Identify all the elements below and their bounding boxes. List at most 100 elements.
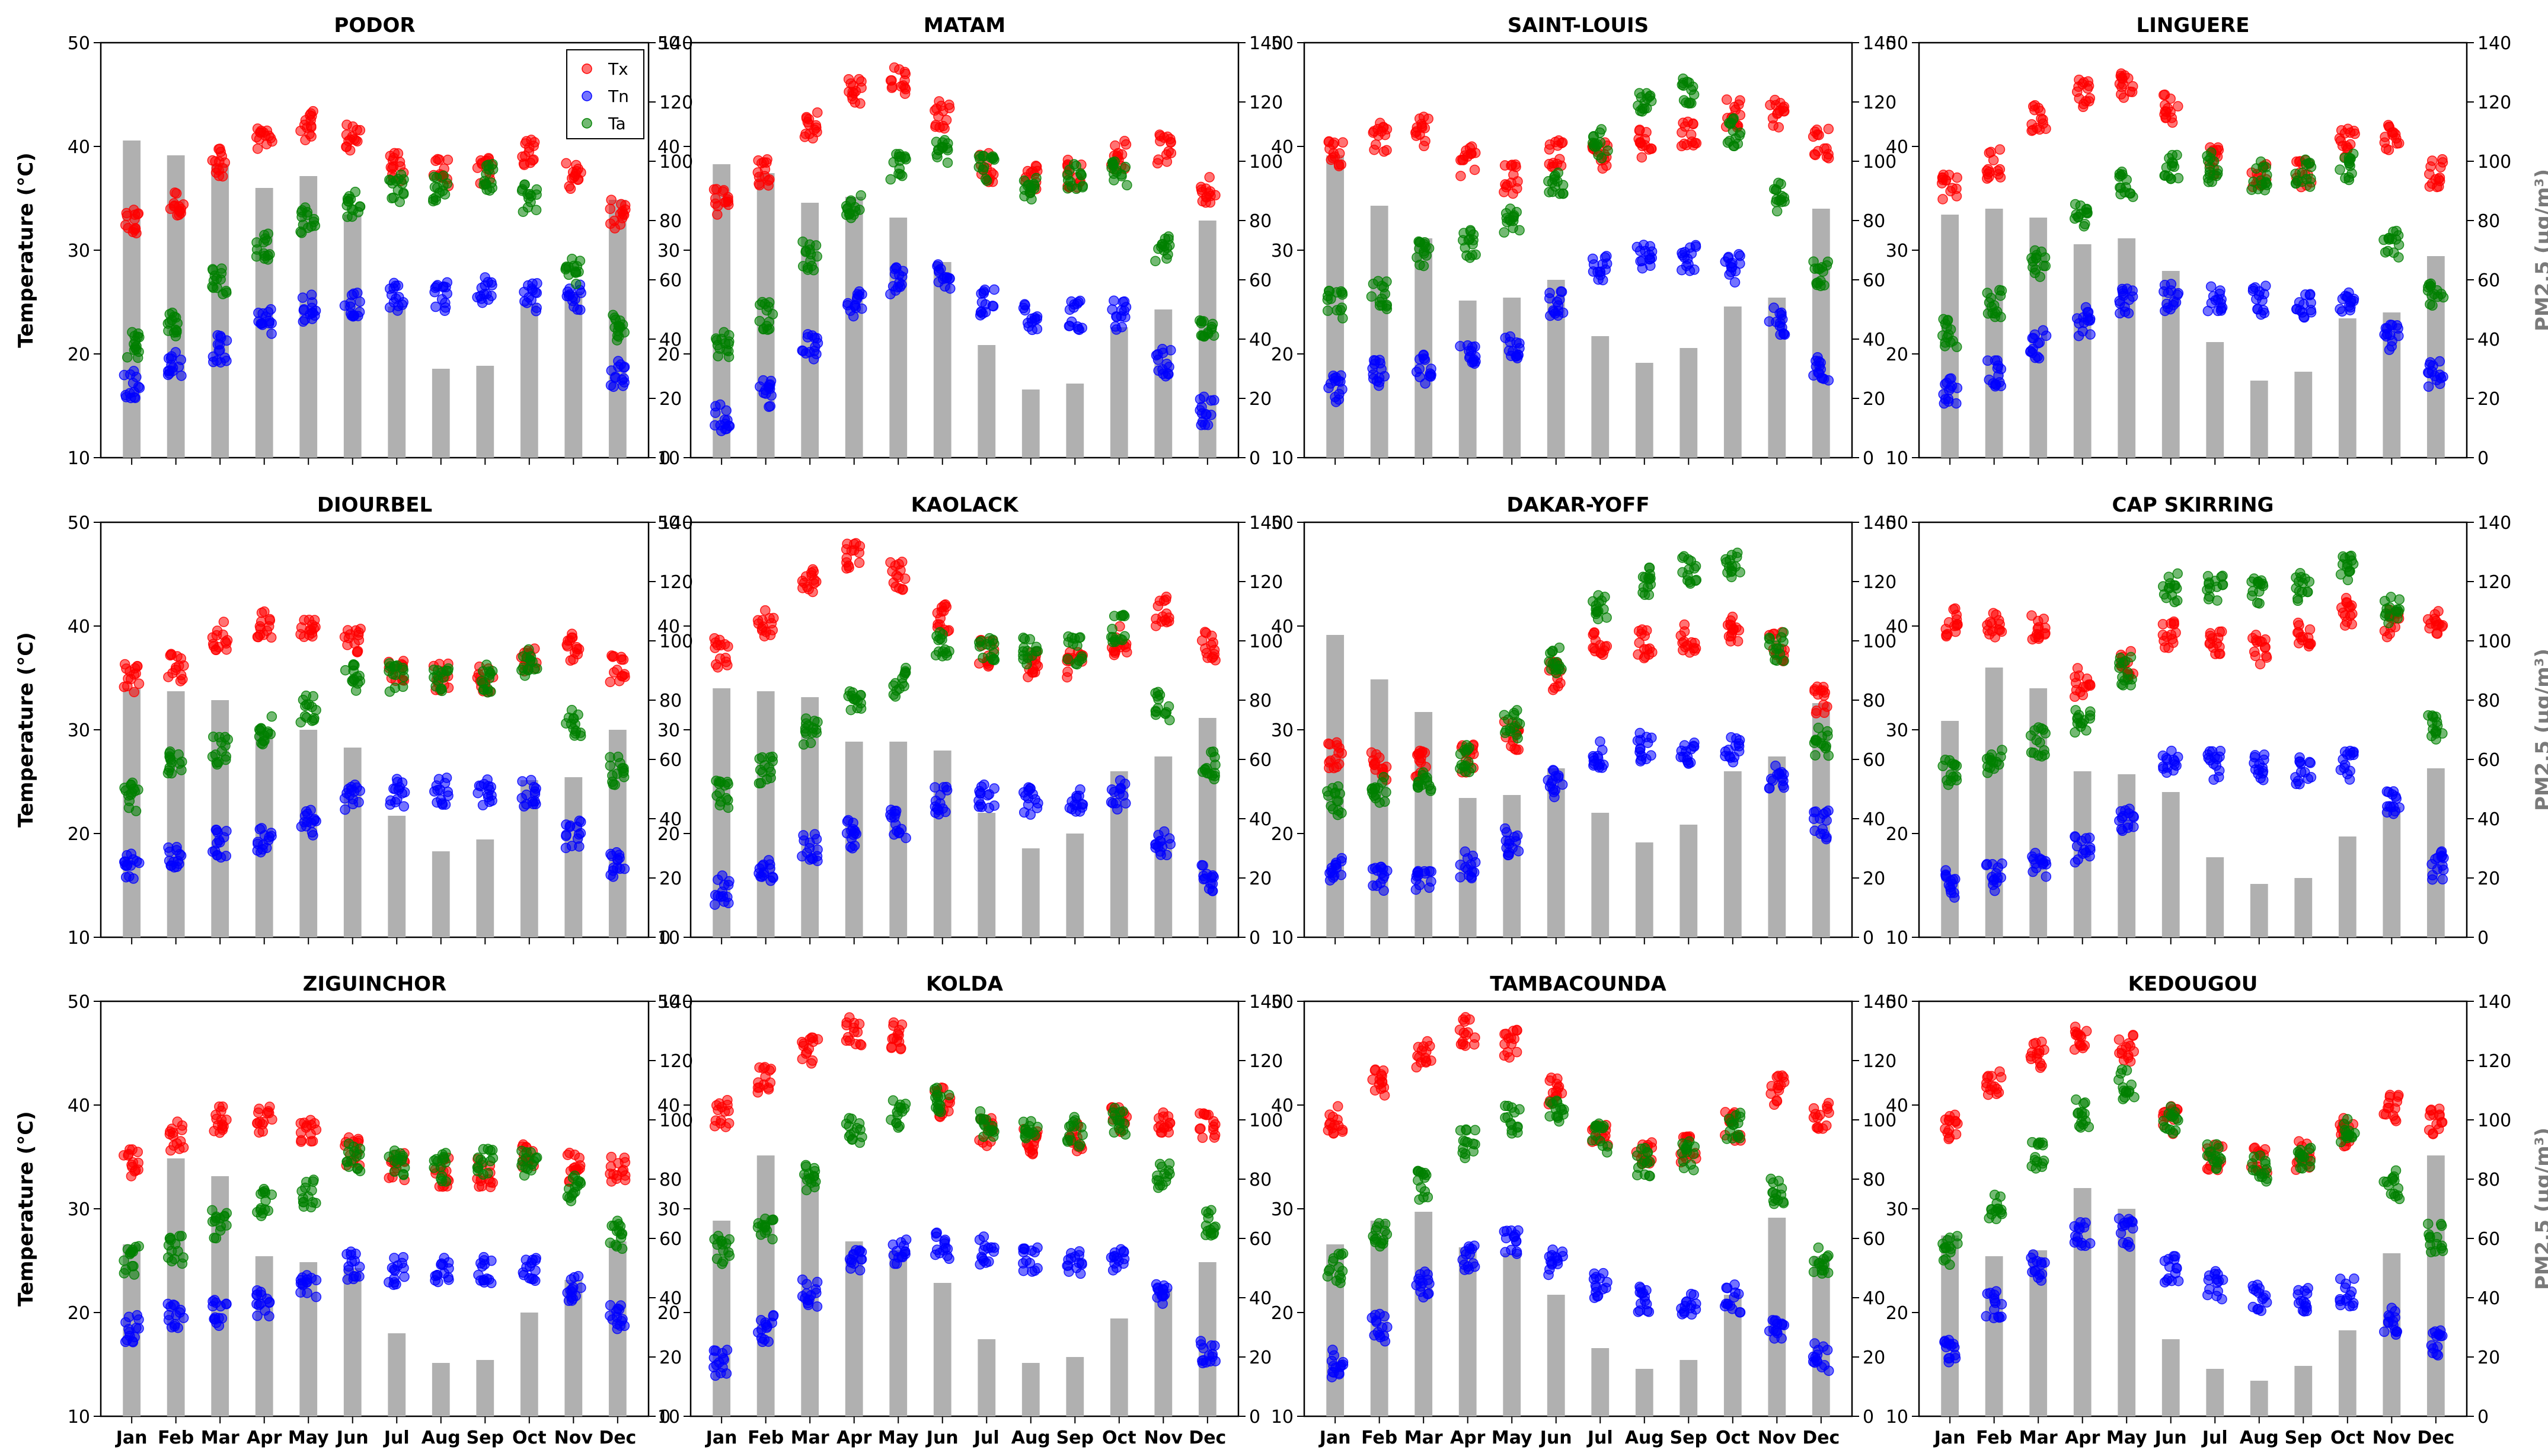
scatter-point-tx <box>341 119 352 130</box>
scatter-point-tn <box>530 1254 541 1266</box>
scatter-point-tx <box>571 644 582 654</box>
pm25-bar <box>1985 209 2003 458</box>
scatter-point-tn <box>1808 813 1819 824</box>
scatter-point-tx <box>254 1103 264 1115</box>
scatter-point-ta <box>207 281 218 292</box>
scatter-point-tn <box>216 332 226 343</box>
scatter-point-ta <box>895 151 906 162</box>
scatter-point-ta <box>891 685 902 696</box>
panel-title: DIOURBEL <box>317 493 432 517</box>
scatter-point-ta <box>1322 305 1333 316</box>
scatter-point-tn <box>2306 305 2316 315</box>
scatter-point-tn <box>1164 833 1175 844</box>
scatter-point-tx <box>210 156 221 167</box>
scatter-point-ta <box>2251 163 2262 174</box>
scatter-point-tn <box>849 825 860 836</box>
scatter-point-tn <box>2437 874 2448 885</box>
scatter-point-tn <box>933 259 944 270</box>
scatter-point-tx <box>1324 757 1334 768</box>
scatter-point-tx <box>2027 101 2039 112</box>
scatter-point-tx <box>2026 125 2037 136</box>
y2-tick-label: 60 <box>1249 270 1272 291</box>
scatter-point-tx <box>485 1177 496 1188</box>
scatter-point-ta <box>428 196 439 207</box>
scatter-point-ta <box>1810 735 1821 745</box>
y2-tick-label: 0 <box>2477 928 2489 949</box>
scatter-point-tn <box>384 1277 394 1288</box>
scatter-point-tn <box>517 776 528 787</box>
pm25-bar <box>2338 836 2357 937</box>
scatter-point-tn <box>2294 752 2305 763</box>
scatter-point-ta <box>1508 211 1519 222</box>
scatter-point-ta <box>385 175 396 186</box>
scatter-point-tn <box>804 854 815 865</box>
scatter-point-tn <box>1025 783 1036 794</box>
scatter-point-tn <box>266 304 276 315</box>
scatter-point-ta <box>893 168 904 179</box>
scatter-point-tx <box>2126 87 2138 97</box>
scatter-point-ta <box>355 676 365 687</box>
pm25-bar <box>1679 348 1698 458</box>
scatter-point-ta <box>1337 288 1348 298</box>
scatter-point-tn <box>1550 308 1561 319</box>
scatter-point-ta <box>2159 170 2170 181</box>
scatter-point-ta <box>388 669 398 679</box>
scatter-point-ta <box>2345 566 2355 577</box>
scatter-point-ta <box>127 777 138 788</box>
scatter-point-tn <box>1460 846 1471 857</box>
y-tick-label: 50 <box>68 992 90 1013</box>
scatter-point-ta <box>2291 572 2301 583</box>
scatter-point-tn <box>1990 885 2000 896</box>
scatter-point-tx <box>1993 165 2003 176</box>
scatter-point-tn <box>1018 807 1030 818</box>
scatter-point-tx <box>1119 136 1130 146</box>
scatter-point-tx <box>253 631 264 643</box>
scatter-point-tn <box>605 1310 615 1321</box>
y2-tick-label: 20 <box>1249 869 1272 889</box>
scatter-point-ta <box>855 190 867 201</box>
scatter-point-tn <box>1336 870 1347 880</box>
scatter-point-ta <box>2427 717 2438 728</box>
scatter-point-tx <box>2384 121 2394 132</box>
scatter-point-ta <box>1997 745 2007 755</box>
scatter-point-tx <box>119 681 130 692</box>
pm25-bar <box>1021 389 1040 458</box>
pm25-bar <box>1635 842 1653 937</box>
scatter-point-ta <box>1019 633 1030 644</box>
scatter-point-ta <box>395 1148 405 1159</box>
scatter-point-tn <box>1455 871 1465 883</box>
scatter-point-tx <box>2117 74 2128 84</box>
scatter-point-ta <box>1686 98 1697 108</box>
scatter-point-tn <box>1823 375 1834 386</box>
scatter-point-tn <box>2438 371 2448 382</box>
y2-tick-label: 20 <box>1863 389 1885 410</box>
scatter-point-ta <box>571 279 582 289</box>
pm25-bar <box>2250 884 2268 937</box>
scatter-point-tn <box>710 407 721 419</box>
scatter-point-tn <box>164 847 175 857</box>
scatter-point-tn <box>570 1291 581 1301</box>
scatter-point-tx <box>885 75 896 86</box>
scatter-point-ta <box>617 319 628 330</box>
scatter-point-tx <box>1996 626 2007 637</box>
pm25-bar <box>123 141 141 458</box>
panel-title: DAKAR-YOFF <box>1506 493 1649 517</box>
scatter-point-ta <box>568 713 579 724</box>
scatter-point-ta <box>805 256 816 266</box>
scatter-point-tn <box>301 1277 312 1288</box>
scatter-point-ta <box>1512 733 1523 743</box>
y-tick-label: 50 <box>68 33 90 54</box>
y2-tick-label: 120 <box>2477 572 2511 593</box>
scatter-point-ta <box>2172 568 2183 579</box>
scatter-point-tx <box>1208 637 1218 648</box>
scatter-point-tn <box>842 816 853 827</box>
y2-tick-label: 80 <box>2477 691 2500 711</box>
scatter-point-tn <box>1196 860 1208 871</box>
scatter-point-ta <box>2025 730 2036 741</box>
scatter-point-tn <box>526 295 537 305</box>
scatter-point-ta <box>1776 632 1787 643</box>
y-tick-label: 40 <box>68 137 90 158</box>
scatter-point-tn <box>2290 772 2301 783</box>
y2-tick-label: 120 <box>2477 92 2511 113</box>
y-tick-label: 50 <box>1886 513 1908 534</box>
